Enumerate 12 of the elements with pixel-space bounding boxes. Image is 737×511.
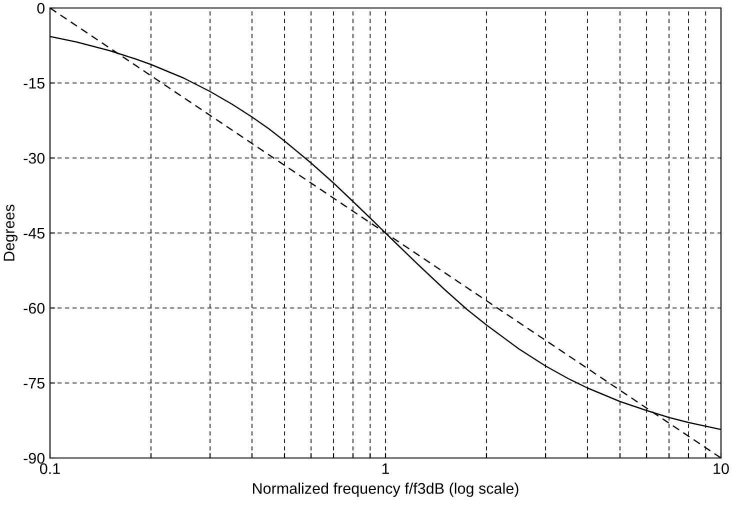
y-tick-label: -30 [24, 152, 45, 164]
x-tick-label: 0.1 [40, 463, 60, 474]
y-tick-label: -15 [24, 78, 44, 89]
y-tick-label: -60 [24, 302, 45, 314]
y-axis-title: Degrees [4, 204, 18, 261]
y-tick-label: 0 [37, 2, 45, 14]
y-tick-label: -45 [24, 228, 44, 239]
x-tick-label: 10 [714, 463, 729, 474]
y-tick-label: -90 [24, 452, 45, 464]
y-tick-label: -75 [24, 378, 44, 389]
x-tick-label: 1 [382, 463, 390, 474]
x-axis-title: Normalized frequency f/f3dB (log scale) [253, 482, 518, 497]
